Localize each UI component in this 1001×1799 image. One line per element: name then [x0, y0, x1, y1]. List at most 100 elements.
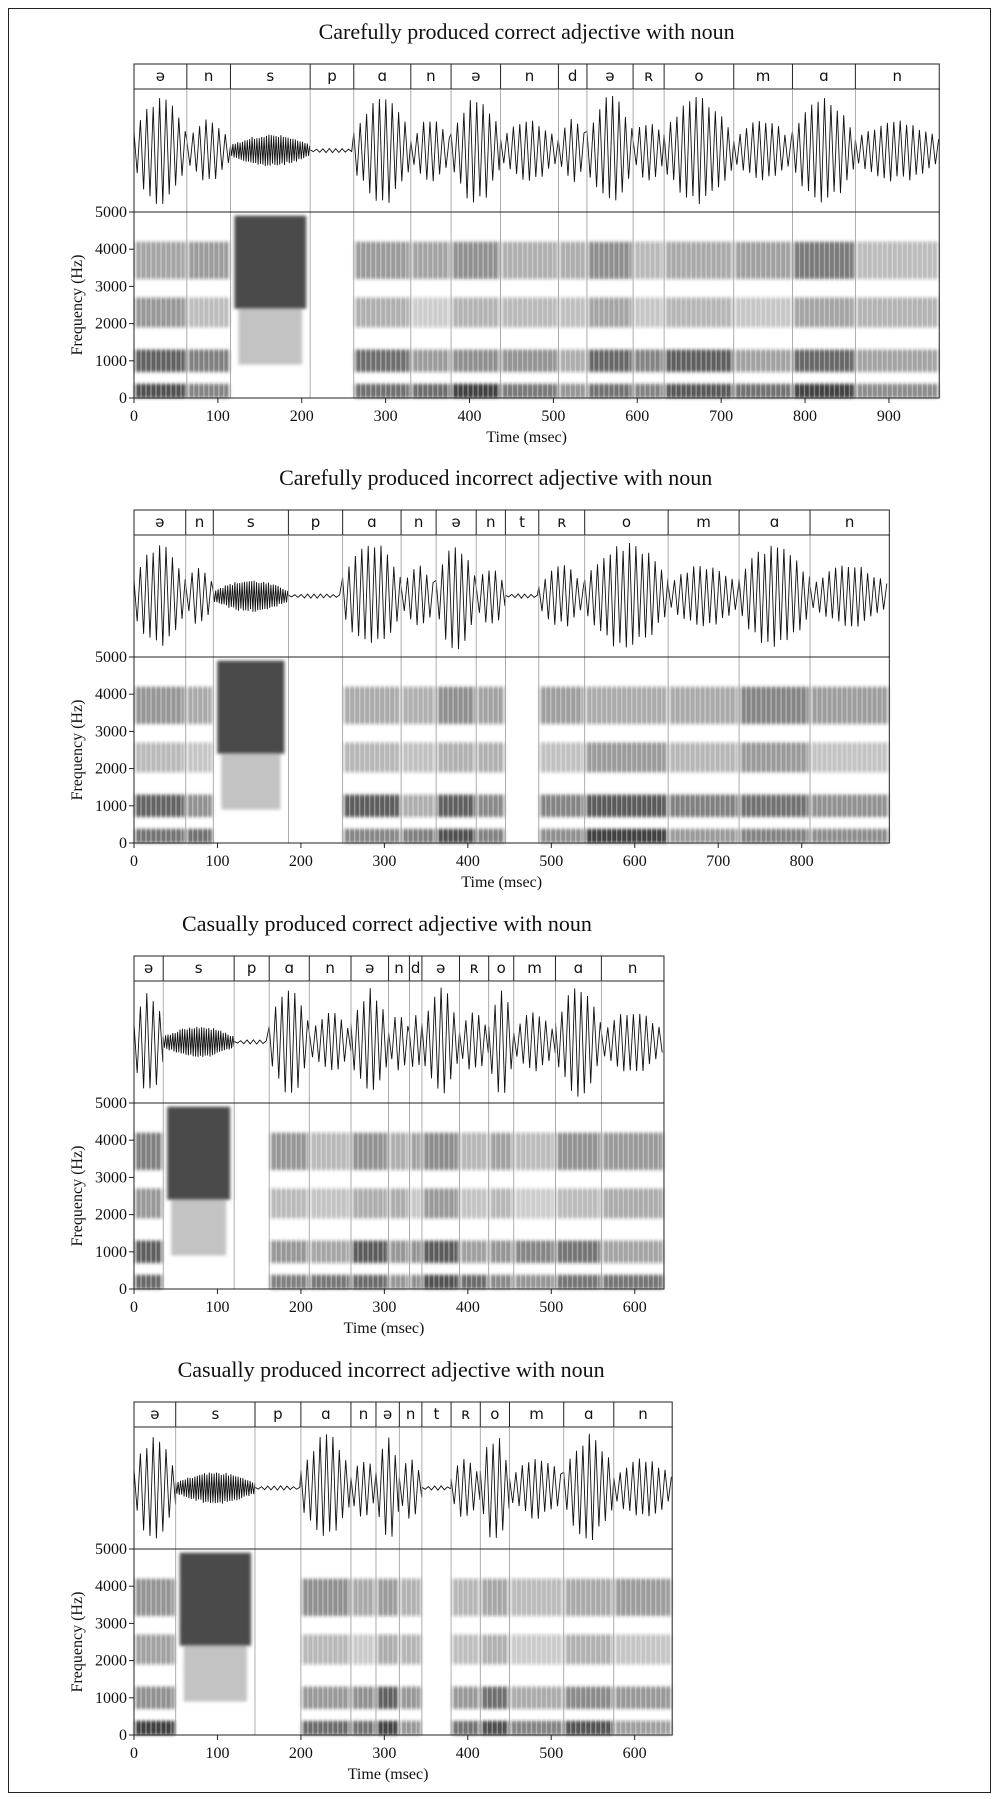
segment-label: n: [195, 513, 205, 531]
y-tick-label: 0: [119, 1281, 127, 1298]
segment-label: ɑ: [367, 513, 377, 531]
y-tick-label: 3000: [95, 1615, 127, 1632]
y-tick-label: 2000: [95, 1653, 127, 1670]
x-tick-label: 200: [289, 1745, 313, 1762]
segment-label: d: [411, 959, 421, 977]
x-axis-label: Time (msec): [344, 1320, 425, 1337]
segment-label: n: [414, 513, 424, 531]
segment-label: ə: [471, 67, 480, 85]
y-tick-label: 2000: [95, 761, 127, 778]
y-tick-label: 1000: [95, 353, 127, 370]
x-tick-label: 400: [456, 1745, 480, 1762]
x-tick-label: 400: [456, 1299, 480, 1316]
segment-label: ə: [436, 959, 445, 977]
segment-label: t: [519, 513, 525, 531]
y-axis-label: Frequency (Hz): [69, 1592, 86, 1693]
segment-label: n: [893, 67, 903, 85]
segment-label: m: [527, 959, 542, 977]
segment-label: o: [490, 1405, 499, 1423]
segment-label: n: [426, 67, 436, 85]
segment-label: n: [628, 959, 638, 977]
segment-label: o: [497, 959, 506, 977]
segment-label: t: [434, 1405, 440, 1423]
segment-label: m: [756, 67, 771, 85]
x-tick-label: 100: [206, 408, 230, 425]
x-tick-label: 100: [205, 853, 229, 870]
y-tick-label: 4000: [95, 686, 127, 703]
y-tick-label: 4000: [95, 241, 127, 258]
x-tick-label: 0: [130, 853, 138, 870]
y-tick-label: 2000: [95, 316, 127, 333]
segment-label: ɑ: [321, 1405, 331, 1423]
x-tick-label: 700: [709, 408, 733, 425]
segment-label: m: [529, 1405, 544, 1423]
y-tick-label: 3000: [95, 723, 127, 740]
segment-label: s: [266, 67, 274, 85]
segment-label: s: [211, 1405, 219, 1423]
y-tick-label: 3000: [95, 278, 127, 295]
segment-label: ə: [365, 959, 374, 977]
waveform: [133, 1433, 672, 1541]
segment-label: s: [247, 513, 255, 531]
spectrogram-energy: [135, 1106, 663, 1289]
segment-tier: [133, 509, 890, 536]
segment-label: n: [204, 67, 214, 85]
x-tick-label: 800: [790, 853, 814, 870]
x-tick-label: 0: [130, 1299, 138, 1316]
x-tick-label: 800: [793, 408, 817, 425]
x-tick-label: 600: [623, 1299, 647, 1316]
x-tick-label: 500: [539, 1745, 563, 1762]
segment-label: ə: [605, 67, 614, 85]
panel-title: Carefully produced incorrect adjective w…: [279, 465, 712, 490]
x-tick-label: 200: [289, 853, 313, 870]
x-axis-label: Time (msec): [461, 874, 542, 891]
panel-title: Casually produced incorrect adjective wi…: [178, 1357, 605, 1382]
x-tick-label: 900: [877, 408, 901, 425]
segment-tier: [133, 1401, 673, 1428]
y-tick-label: 1000: [95, 798, 127, 815]
segment-label: ʀ: [470, 959, 479, 977]
segment-label: ɑ: [574, 959, 584, 977]
segment-label: ɑ: [819, 67, 829, 85]
segment-label: ə: [144, 959, 153, 977]
x-tick-label: 600: [623, 1745, 647, 1762]
panel-3: Casually produced correct adjective with…: [69, 911, 665, 1337]
x-tick-label: 100: [205, 1745, 229, 1762]
spectrogram-figure: Carefully produced correct adjective wit…: [69, 19, 940, 1783]
y-axis-label: Frequency (Hz): [69, 700, 86, 801]
x-tick-label: 500: [539, 853, 563, 870]
segment-label: o: [694, 67, 703, 85]
panel-4: Casually produced incorrect adjective wi…: [69, 1357, 673, 1783]
x-tick-label: 0: [130, 408, 138, 425]
segment-label: ə: [383, 1405, 392, 1423]
y-tick-label: 0: [119, 835, 127, 852]
y-tick-label: 5000: [95, 1095, 127, 1112]
segment-label: p: [247, 959, 257, 977]
x-tick-label: 600: [625, 408, 649, 425]
y-axis-label: Frequency (Hz): [69, 1146, 86, 1247]
y-tick-label: 4000: [95, 1578, 127, 1595]
segment-label: s: [195, 959, 203, 977]
spectrogram-energy: [135, 215, 939, 398]
segment-label: d: [568, 67, 578, 85]
x-tick-label: 300: [372, 1299, 396, 1316]
segment-label: n: [406, 1405, 416, 1423]
segment-label: ə: [452, 513, 461, 531]
y-tick-label: 5000: [95, 1541, 127, 1558]
x-axis-label: Time (msec): [486, 429, 567, 446]
waveform: [133, 95, 940, 205]
x-tick-label: 400: [458, 408, 482, 425]
panel-title: Casually produced correct adjective with…: [182, 911, 592, 936]
segment-label: n: [394, 959, 404, 977]
y-tick-label: 1000: [95, 1690, 127, 1707]
segment-label: ʀ: [557, 513, 566, 531]
segment-label: ə: [156, 67, 165, 85]
y-tick-label: 0: [119, 390, 127, 407]
x-tick-label: 700: [706, 853, 730, 870]
segment-label: ʀ: [461, 1405, 470, 1423]
segment-label: o: [622, 513, 631, 531]
segment-label: n: [845, 513, 855, 531]
x-tick-label: 300: [374, 408, 398, 425]
segment-label: p: [327, 67, 337, 85]
x-tick-label: 300: [372, 853, 396, 870]
